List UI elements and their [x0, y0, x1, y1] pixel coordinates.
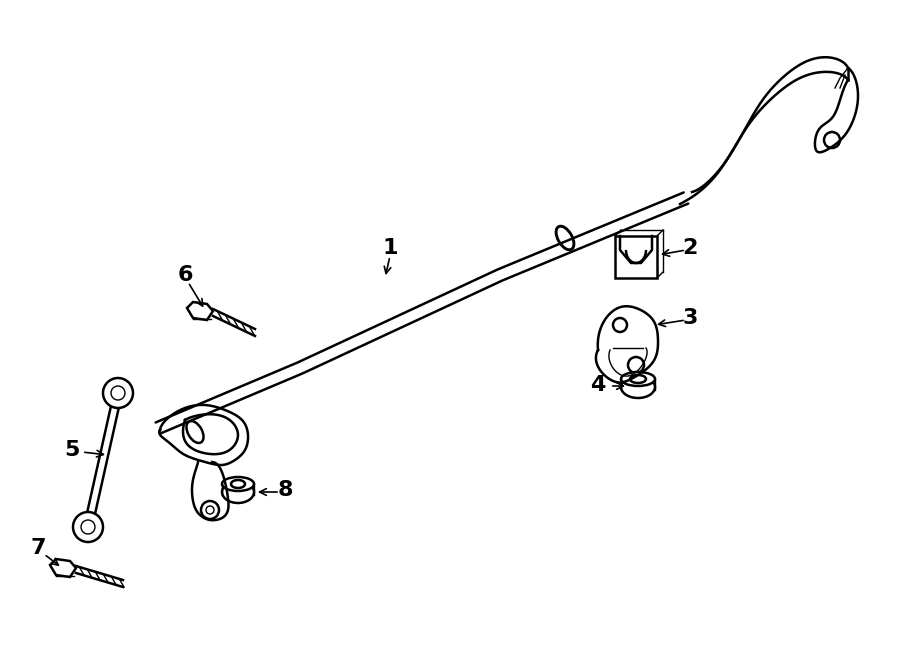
Ellipse shape: [621, 376, 655, 398]
Text: 5: 5: [64, 440, 80, 460]
Ellipse shape: [621, 372, 655, 386]
Text: 2: 2: [682, 238, 698, 258]
Text: 6: 6: [177, 265, 193, 285]
Text: 4: 4: [590, 375, 606, 395]
Ellipse shape: [222, 481, 254, 503]
Text: 3: 3: [682, 308, 698, 328]
Text: 1: 1: [382, 238, 398, 258]
Polygon shape: [187, 302, 213, 320]
Polygon shape: [50, 559, 76, 577]
Ellipse shape: [222, 477, 254, 491]
Text: 8: 8: [277, 480, 292, 500]
Text: 7: 7: [31, 538, 46, 558]
Polygon shape: [615, 236, 657, 278]
